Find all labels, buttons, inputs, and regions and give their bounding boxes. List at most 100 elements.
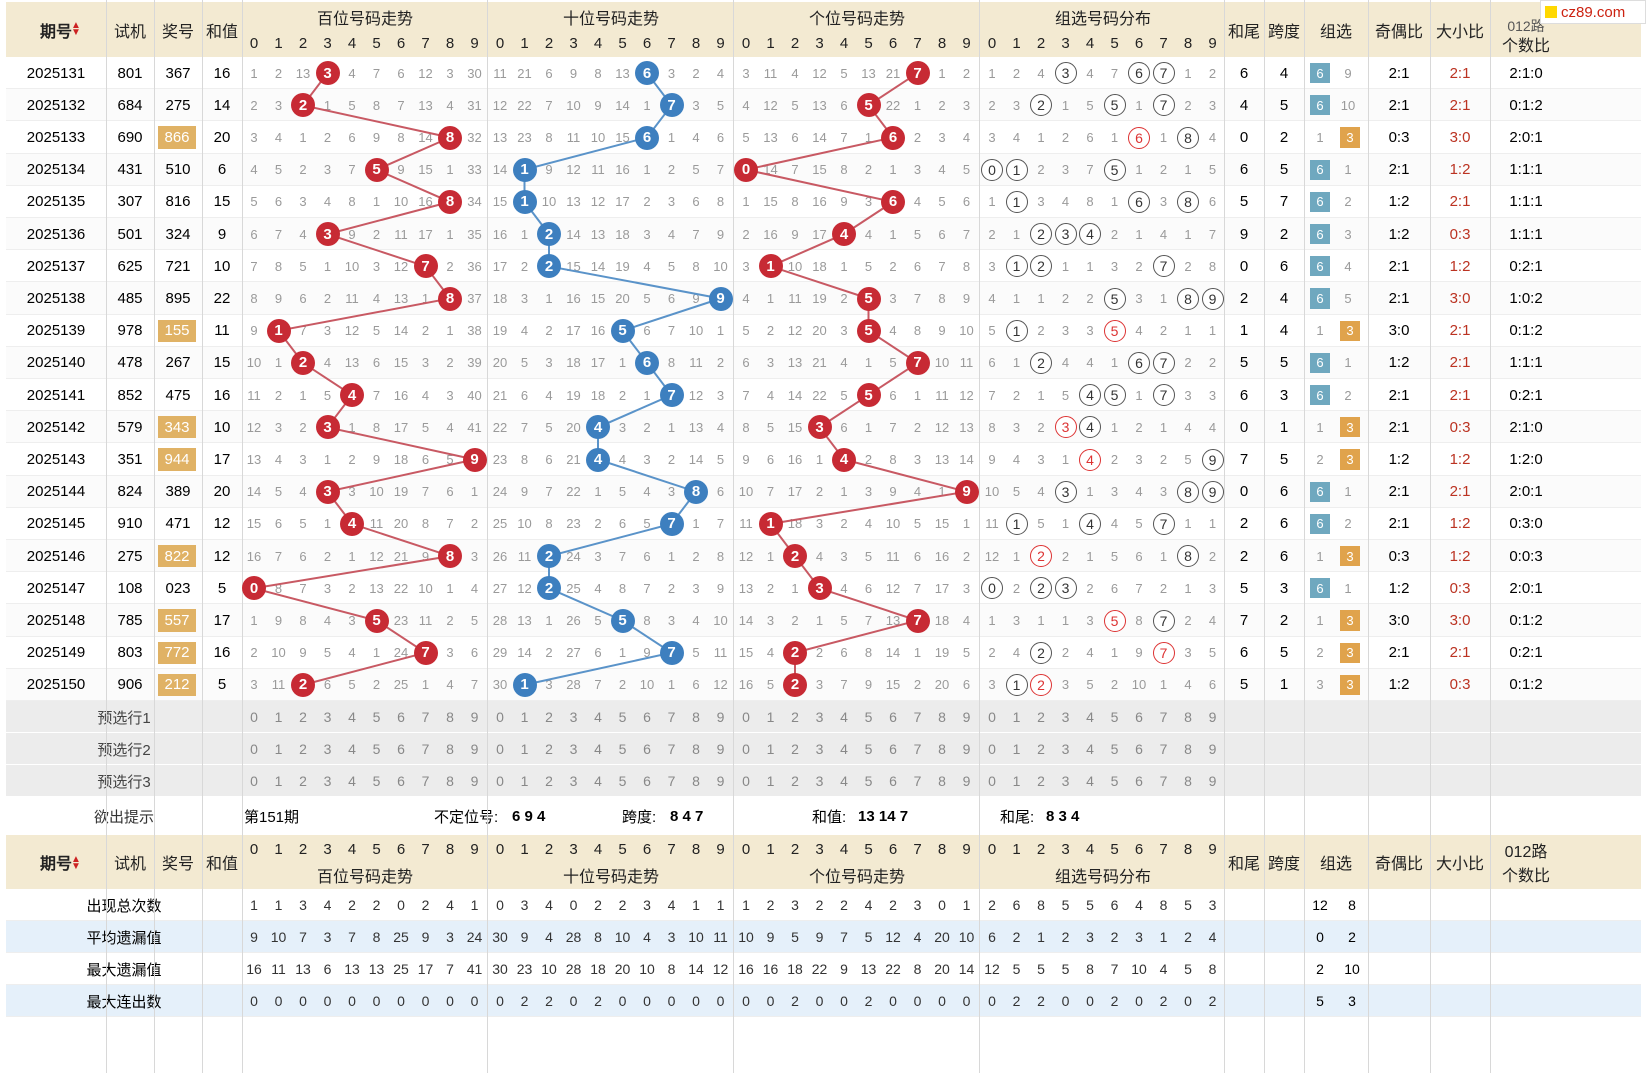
preselect-digit[interactable]: 4 xyxy=(348,773,356,789)
preselect-digit[interactable]: 1 xyxy=(274,709,283,725)
preselect-digit[interactable]: 2 xyxy=(299,709,307,725)
preselect-digit[interactable]: 8 xyxy=(938,741,946,757)
preselect-digit[interactable]: 0 xyxy=(742,741,750,757)
preselect-digit[interactable]: 0 xyxy=(988,773,996,789)
preselect-digit[interactable]: 7 xyxy=(1159,741,1168,757)
preselect-digit[interactable]: 8 xyxy=(1184,741,1192,757)
preselect-digit[interactable]: 9 xyxy=(1208,709,1217,725)
preselect-digit[interactable]: 7 xyxy=(1159,773,1168,789)
preselect-digit[interactable]: 5 xyxy=(372,741,381,757)
preselect-digit[interactable]: 2 xyxy=(1037,709,1045,725)
preselect-digit[interactable]: 5 xyxy=(864,741,873,757)
sort-arrows-icon[interactable]: ▲ ▼ xyxy=(71,854,81,872)
preselect-digit[interactable]: 2 xyxy=(299,773,307,789)
preselect-digit[interactable]: 3 xyxy=(569,709,578,725)
preselect-digit[interactable]: 8 xyxy=(692,709,700,725)
preselect-digit[interactable]: 4 xyxy=(594,709,602,725)
preselect-digit[interactable]: 9 xyxy=(962,741,971,757)
preselect-digit[interactable]: 3 xyxy=(569,773,578,789)
preselect-digit[interactable]: 1 xyxy=(1012,773,1021,789)
preselect-digit[interactable]: 0 xyxy=(988,709,996,725)
preselect-digit[interactable]: 5 xyxy=(372,709,381,725)
preselect-digit[interactable]: 7 xyxy=(1159,709,1168,725)
preselect-digit[interactable]: 4 xyxy=(840,709,848,725)
preselect-digit[interactable]: 6 xyxy=(643,741,651,757)
preselect-digit[interactable]: 6 xyxy=(889,709,897,725)
preselect-digit[interactable]: 1 xyxy=(520,709,529,725)
preselect-digit[interactable]: 2 xyxy=(1037,741,1045,757)
preselect-digit[interactable]: 2 xyxy=(299,741,307,757)
header-period[interactable]: 期号 xyxy=(6,2,106,57)
preselect-digit[interactable]: 9 xyxy=(470,709,479,725)
preselect-digit[interactable]: 3 xyxy=(1061,773,1070,789)
preselect-digit[interactable]: 9 xyxy=(716,709,725,725)
preselect-digit[interactable]: 4 xyxy=(348,709,356,725)
preselect-digit[interactable]: 5 xyxy=(618,709,627,725)
preselect-digit[interactable]: 6 xyxy=(643,709,651,725)
preselect-digit[interactable]: 7 xyxy=(667,709,676,725)
preselect-digit[interactable]: 3 xyxy=(815,709,824,725)
preselect-digit[interactable]: 5 xyxy=(1110,709,1119,725)
preselect-digit[interactable]: 2 xyxy=(545,773,553,789)
preselect-digit[interactable]: 9 xyxy=(470,741,479,757)
preselect-digit[interactable]: 7 xyxy=(421,773,430,789)
preselect-digit[interactable]: 8 xyxy=(692,741,700,757)
preselect-digit[interactable]: 2 xyxy=(545,741,553,757)
preselect-digit[interactable]: 4 xyxy=(1086,709,1094,725)
preselect-digit[interactable]: 8 xyxy=(446,741,454,757)
preselect-digit[interactable]: 9 xyxy=(1208,773,1217,789)
preselect-digit[interactable]: 4 xyxy=(594,741,602,757)
preselect-digit[interactable]: 2 xyxy=(791,709,799,725)
preselect-digit[interactable]: 0 xyxy=(988,741,996,757)
preselect-digit[interactable]: 9 xyxy=(1208,741,1217,757)
preselect-digit[interactable]: 3 xyxy=(323,709,332,725)
preselect-digit[interactable]: 6 xyxy=(397,741,405,757)
preselect-digit[interactable]: 1 xyxy=(274,773,283,789)
preselect-digit[interactable]: 4 xyxy=(840,741,848,757)
preselect-digit[interactable]: 1 xyxy=(520,773,529,789)
preselect-digit[interactable]: 8 xyxy=(446,773,454,789)
preselect-digit[interactable]: 0 xyxy=(250,773,258,789)
preselect-digit[interactable]: 3 xyxy=(815,741,824,757)
preselect-digit[interactable]: 2 xyxy=(1037,773,1045,789)
site-logo[interactable]: cz89.com xyxy=(1540,0,1646,24)
preselect-digit[interactable]: 1 xyxy=(1012,741,1021,757)
preselect-digit[interactable]: 8 xyxy=(938,709,946,725)
preselect-digit[interactable]: 6 xyxy=(397,773,405,789)
preselect-digit[interactable]: 8 xyxy=(938,773,946,789)
preselect-digit[interactable]: 6 xyxy=(1135,773,1143,789)
preselect-digit[interactable]: 7 xyxy=(421,741,430,757)
preselect-digit[interactable]: 2 xyxy=(791,773,799,789)
preselect-digit[interactable]: 0 xyxy=(250,741,258,757)
preselect-digit[interactable]: 6 xyxy=(1135,741,1143,757)
preselect-digit[interactable]: 3 xyxy=(815,773,824,789)
preselect-digit[interactable]: 5 xyxy=(618,741,627,757)
preselect-digit[interactable]: 4 xyxy=(594,773,602,789)
preselect-digit[interactable]: 0 xyxy=(496,709,504,725)
preselect-digit[interactable]: 9 xyxy=(962,773,971,789)
preselect-digit[interactable]: 3 xyxy=(569,741,578,757)
preselect-digit[interactable]: 6 xyxy=(1135,709,1143,725)
preselect-digit[interactable]: 7 xyxy=(667,773,676,789)
preselect-digit[interactable]: 7 xyxy=(913,741,922,757)
preselect-digit[interactable]: 1 xyxy=(520,741,529,757)
preselect-digit[interactable]: 4 xyxy=(1086,773,1094,789)
preselect-digit[interactable]: 3 xyxy=(1061,709,1070,725)
preselect-digit[interactable]: 5 xyxy=(864,773,873,789)
preselect-digit[interactable]: 1 xyxy=(766,709,775,725)
preselect-digit[interactable]: 0 xyxy=(742,709,750,725)
preselect-digit[interactable]: 9 xyxy=(716,741,725,757)
preselect-digit[interactable]: 6 xyxy=(889,741,897,757)
sort-arrows-icon[interactable]: ▲ ▼ xyxy=(71,20,81,38)
preselect-digit[interactable]: 8 xyxy=(446,709,454,725)
preselect-digit[interactable]: 0 xyxy=(742,773,750,789)
preselect-digit[interactable]: 4 xyxy=(840,773,848,789)
preselect-digit[interactable]: 5 xyxy=(1110,741,1119,757)
preselect-digit[interactable]: 5 xyxy=(372,773,381,789)
preselect-digit[interactable]: 1 xyxy=(766,741,775,757)
preselect-digit[interactable]: 6 xyxy=(643,773,651,789)
preselect-digit[interactable]: 0 xyxy=(496,773,504,789)
preselect-digit[interactable]: 5 xyxy=(618,773,627,789)
preselect-digit[interactable]: 1 xyxy=(766,773,775,789)
preselect-digit[interactable]: 3 xyxy=(323,773,332,789)
